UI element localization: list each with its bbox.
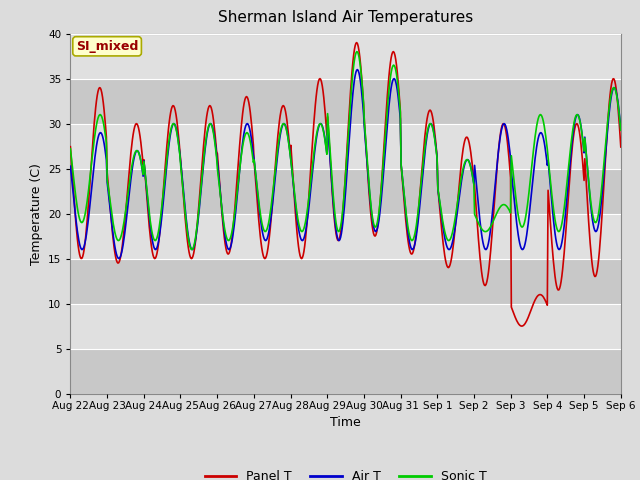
Bar [70,79,621,123]
Panel T [429,118,437,124]
Air T [414,220,422,226]
Sonic T [219,213,227,219]
Sonic T [617,127,625,133]
Panel T [77,254,84,260]
Bar [70,214,621,259]
Panel T [218,211,226,216]
Panel T [133,121,141,127]
Air T [354,67,362,72]
Panel T [189,253,196,259]
Panel T [617,144,625,150]
Air T [115,256,122,262]
Bar [70,34,621,79]
Panel T [518,323,526,329]
Sonic T [77,218,84,224]
Air T [430,131,438,136]
Air T [134,148,141,154]
Sonic T [414,210,422,216]
Bar [70,259,621,303]
Bar [70,303,621,348]
Sonic T [190,244,198,250]
Air T [67,163,74,169]
Panel T [67,144,74,150]
Text: SI_mixed: SI_mixed [76,40,138,53]
Legend: Panel T, Air T, Sonic T: Panel T, Air T, Sonic T [200,465,492,480]
Line: Sonic T: Sonic T [70,52,621,250]
Sonic T [67,146,74,152]
Title: Sherman Island Air Temperatures: Sherman Island Air Temperatures [218,11,473,25]
Air T [219,215,227,220]
Panel T [353,40,360,46]
Bar [70,123,621,168]
Air T [77,244,84,250]
Y-axis label: Temperature (C): Temperature (C) [29,163,43,264]
Air T [190,245,198,251]
Air T [617,126,625,132]
X-axis label: Time: Time [330,416,361,429]
Sonic T [353,49,360,55]
Line: Panel T: Panel T [70,43,621,326]
Sonic T [188,247,196,252]
Bar [70,168,621,214]
Panel T [413,221,421,227]
Sonic T [430,132,438,138]
Bar [70,348,621,394]
Sonic T [133,148,141,154]
Line: Air T: Air T [70,70,621,259]
